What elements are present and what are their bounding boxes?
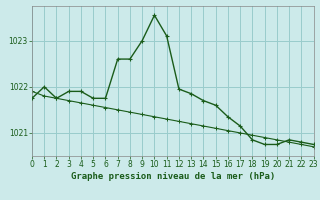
X-axis label: Graphe pression niveau de la mer (hPa): Graphe pression niveau de la mer (hPa) [71, 172, 275, 181]
